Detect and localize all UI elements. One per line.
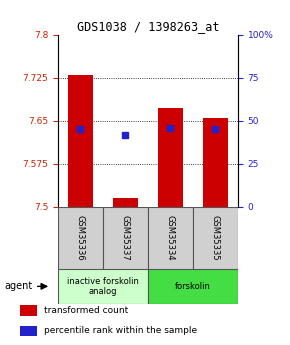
Text: forskolin: forskolin <box>175 282 211 291</box>
Text: GSM35337: GSM35337 <box>121 215 130 261</box>
Text: inactive forskolin
analog: inactive forskolin analog <box>67 277 139 296</box>
Bar <box>20 305 37 316</box>
Text: GSM35335: GSM35335 <box>211 215 220 261</box>
Bar <box>148 207 193 269</box>
Bar <box>203 118 228 207</box>
Bar <box>193 207 238 269</box>
Text: GSM35334: GSM35334 <box>166 215 175 261</box>
Text: GSM35336: GSM35336 <box>76 215 85 261</box>
Bar <box>158 108 183 207</box>
Text: percentile rank within the sample: percentile rank within the sample <box>44 326 197 335</box>
Title: GDS1038 / 1398263_at: GDS1038 / 1398263_at <box>77 20 219 33</box>
Bar <box>20 326 37 336</box>
Bar <box>58 269 148 304</box>
Bar <box>103 207 148 269</box>
Text: transformed count: transformed count <box>44 306 128 315</box>
Bar <box>113 198 138 207</box>
Bar <box>58 207 103 269</box>
Bar <box>68 75 93 207</box>
Text: agent: agent <box>5 281 33 290</box>
Bar <box>148 269 238 304</box>
